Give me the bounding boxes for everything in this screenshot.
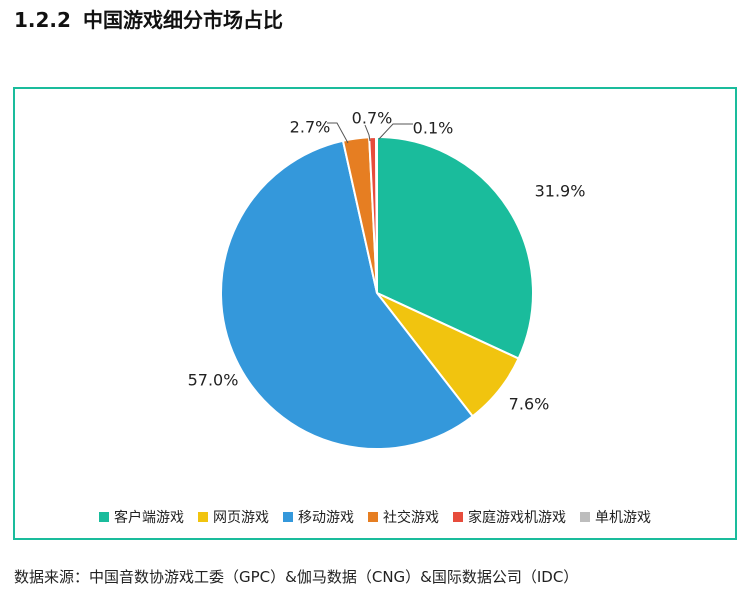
legend-label: 社交游戏 bbox=[383, 510, 439, 526]
slice-label-1: 31.9% bbox=[535, 182, 586, 201]
legend-label: 网页游戏 bbox=[213, 510, 269, 526]
legend-item-6: 单机游戏 bbox=[580, 507, 651, 527]
leader-line-5 bbox=[364, 124, 371, 142]
legend-item-2: 网页游戏 bbox=[198, 507, 269, 527]
pie-chart: 31.9% 7.6% 57.0% 2.7% 0.7% 0.1% bbox=[188, 109, 586, 450]
legend-label: 移动游戏 bbox=[298, 510, 354, 526]
legend-item-5: 家庭游戏机游戏 bbox=[453, 507, 566, 527]
legend-swatch bbox=[453, 512, 463, 522]
slice-label-2: 7.6% bbox=[509, 395, 550, 414]
legend-item-1: 客户端游戏 bbox=[99, 507, 184, 527]
leader-line-6 bbox=[378, 123, 413, 140]
section-heading: 1.2.2 中国游戏细分市场占比 bbox=[14, 4, 283, 36]
data-source-note: 数据来源：中国音数协游戏工委（GPC）&伽马数据（CNG）&国际数据公司（IDC… bbox=[14, 568, 579, 586]
legend-swatch bbox=[99, 512, 109, 522]
section-title: 中国游戏细分市场占比 bbox=[82, 8, 283, 32]
legend-label: 单机游戏 bbox=[595, 510, 651, 526]
legend-swatch bbox=[283, 512, 293, 522]
slice-label-4: 2.7% bbox=[290, 118, 331, 137]
leader-line-4 bbox=[327, 122, 349, 144]
legend-swatch bbox=[198, 512, 208, 522]
section-number: 1.2.2 bbox=[14, 8, 71, 32]
slice-label-6: 0.1% bbox=[413, 119, 454, 138]
legend-swatch bbox=[368, 512, 378, 522]
slice-label-5: 0.7% bbox=[352, 109, 393, 128]
pie-slice-3 bbox=[220, 139, 475, 450]
chart-frame: 31.9% 7.6% 57.0% 2.7% 0.7% 0.1% 客户端游戏 网页游戏 移动游戏… bbox=[13, 87, 737, 540]
pie-slice-6 bbox=[375, 135, 378, 294]
legend-item-3: 移动游戏 bbox=[283, 507, 354, 527]
legend-label: 客户端游戏 bbox=[114, 510, 184, 526]
legend-label: 家庭游戏机游戏 bbox=[468, 510, 566, 526]
slice-label-3: 57.0% bbox=[188, 371, 239, 390]
legend-item-4: 社交游戏 bbox=[368, 507, 439, 527]
chart-legend: 客户端游戏 网页游戏 移动游戏 社交游戏 家庭游戏机游戏 单机游戏 bbox=[15, 507, 735, 527]
pie-slice-1 bbox=[376, 135, 534, 360]
legend-swatch bbox=[580, 512, 590, 522]
